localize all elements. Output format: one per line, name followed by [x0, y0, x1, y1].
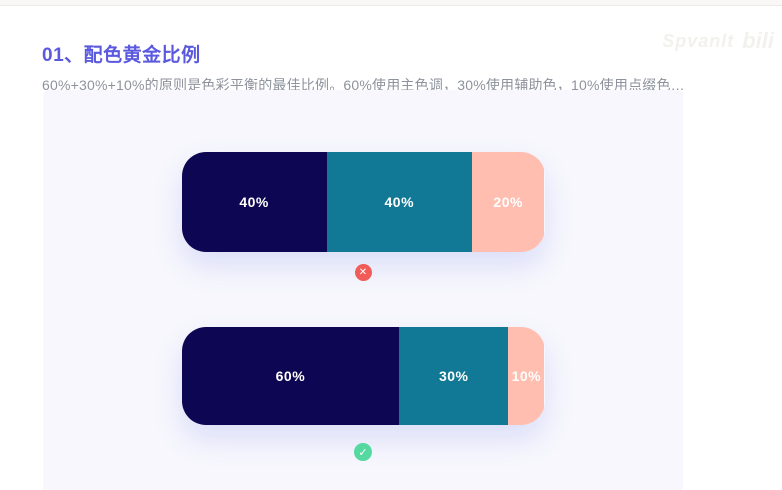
x-circle-icon: ✕ — [354, 264, 372, 281]
bilibili-watermark: Spvanlt bili — [662, 28, 774, 54]
page-subtitle: 60%+30%+10%的原则是色彩平衡的最佳比例。60%使用主色调，30%使用辅… — [42, 77, 685, 93]
segment-label: 60% — [275, 368, 306, 384]
window-top-edge — [0, 0, 782, 6]
bilibili-logo-icon: bili — [742, 28, 774, 53]
ratio-bar-wrong: 40% 40% 20% — [181, 152, 545, 252]
check-circle-icon: ✓ — [354, 443, 372, 461]
bar-segment-secondary: 30% — [399, 327, 509, 425]
segment-label: 40% — [384, 194, 415, 210]
page-title: 01、配色黄金比例 — [42, 44, 201, 66]
bar-segment-secondary: 40% — [326, 152, 472, 252]
segment-label: 40% — [239, 194, 269, 210]
bar-segment-accent: 10% — [508, 327, 545, 425]
ratio-bar-right: 60% 30% 10% — [181, 327, 545, 425]
segment-label: 10% — [511, 368, 542, 384]
diagram-card: 40% 40% 20% ✕ 60% 30% 10% ✓ — [43, 90, 683, 490]
watermark-username: Spvanlt — [662, 30, 735, 51]
bar-segment-accent: 20% — [471, 152, 545, 252]
bar-segment-primary: 60% — [181, 327, 400, 425]
segment-label: 20% — [493, 194, 523, 210]
bar-segment-primary: 40% — [181, 152, 327, 252]
segment-label: 30% — [438, 368, 469, 384]
